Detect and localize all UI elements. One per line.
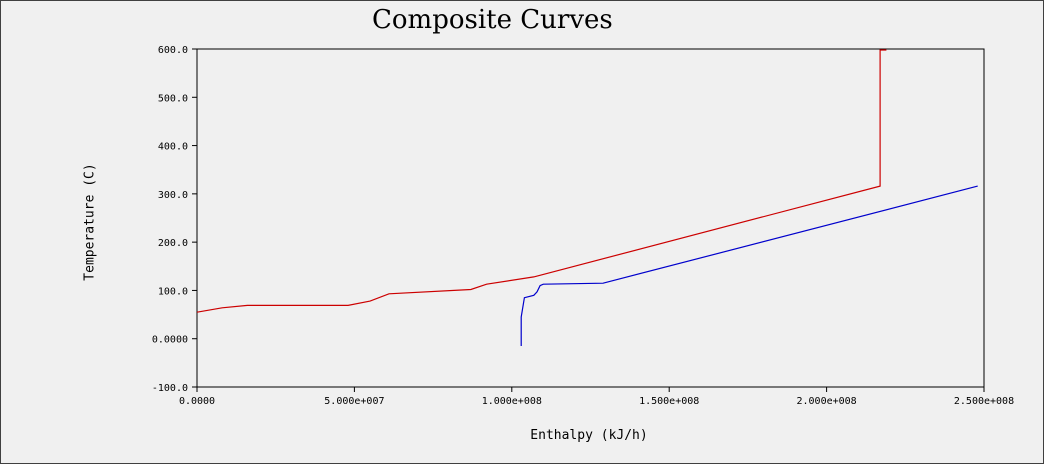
y-tick-label: 200.0 <box>158 238 188 249</box>
y-axis-ticks: -100.0 0.0000 100.0 200.0 300.0 400.0 500.0 600… <box>152 45 197 394</box>
x-tick-label: 5.000e+007 <box>324 396 384 407</box>
chart-title: Composite Curves <box>372 5 613 35</box>
series-layer <box>196 49 978 346</box>
y-tick-label: 500.0 <box>158 93 188 104</box>
y-tick-label: -100.0 <box>152 383 188 394</box>
cold-composite-curve <box>520 185 978 346</box>
x-axis-ticks: 0.0000 5.000e+007 1.000e+008 1.500e+008 2.00… <box>179 387 1014 407</box>
y-tick-label: 300.0 <box>158 190 188 201</box>
y-tick-label: 0.0000 <box>152 335 188 346</box>
y-tick-label: 400.0 <box>158 142 188 153</box>
plot-area <box>196 48 985 388</box>
y-tick-label: 600.0 <box>158 45 188 56</box>
x-tick-label: 1.500e+008 <box>639 396 699 407</box>
hot-composite-curve <box>196 49 887 313</box>
x-axis-label: Enthalpy (kJ/h) <box>530 428 648 443</box>
x-tick-label: 1.000e+008 <box>482 396 542 407</box>
x-tick-label: 2.000e+008 <box>796 396 856 407</box>
y-tick-label: 100.0 <box>158 286 188 297</box>
x-tick-label: 0.0000 <box>179 396 215 407</box>
x-tick-label: 2.500e+008 <box>954 396 1014 407</box>
